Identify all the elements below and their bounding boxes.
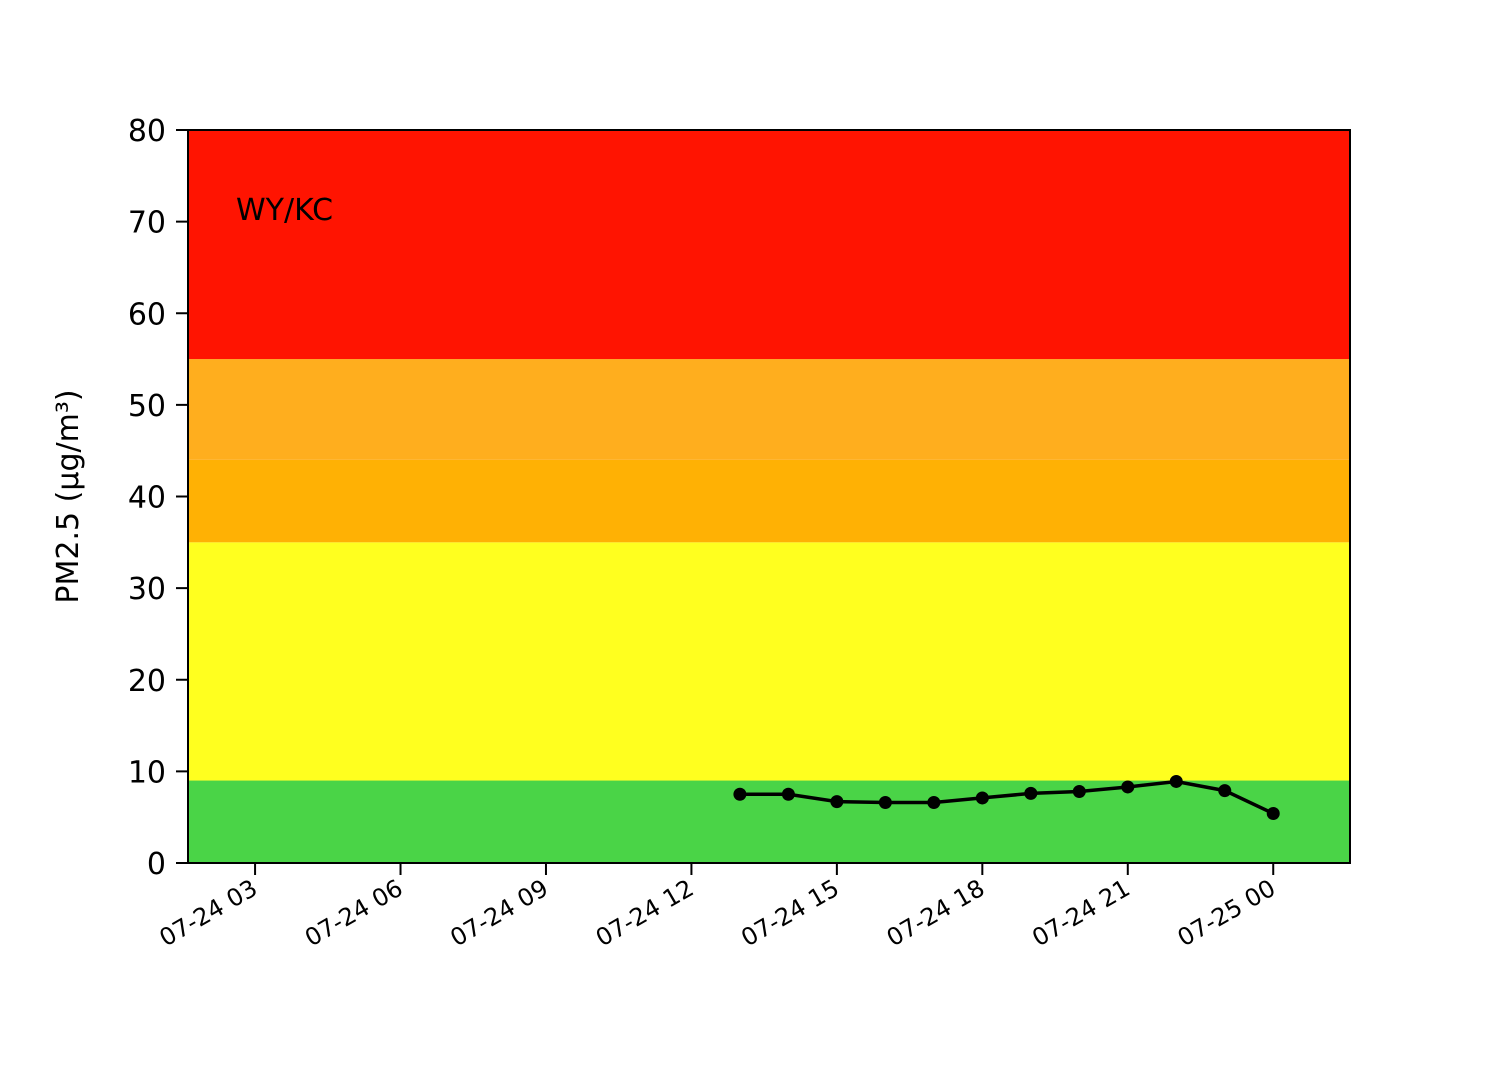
x-tick-label: 07-24 06 [300, 874, 407, 952]
y-axis-label: PM2.5 (µg/m³) [51, 389, 86, 603]
x-tick-label: 07-24 12 [591, 874, 698, 952]
station-annotation: WY/KC [236, 193, 333, 228]
y-tick-label: 50 [128, 389, 166, 424]
series-line-0 [739, 779, 1274, 816]
y-tick-label: 70 [128, 206, 166, 241]
y-axis: 0 10 20 30 40 50 60 70 80 [128, 114, 188, 882]
y-tick-label: 80 [128, 114, 166, 149]
data-point [830, 795, 844, 809]
x-tick-label: 07-24 15 [736, 874, 843, 952]
y-tick-label: 60 [128, 297, 166, 332]
aqi-band-2 [188, 459, 1350, 543]
data-point [1266, 807, 1280, 821]
data-point [927, 796, 941, 810]
data-point [1169, 774, 1183, 788]
y-tick-label: 10 [128, 755, 166, 790]
x-tick-label: 07-25 00 [1173, 874, 1280, 952]
aqi-bands [188, 130, 1350, 863]
data-point [1218, 784, 1232, 798]
y-tick-label: 30 [128, 572, 166, 607]
y-tick-label: 0 [147, 847, 166, 882]
x-tick-label: 07-24 09 [446, 874, 553, 952]
data-point [1121, 780, 1135, 794]
x-tick-label: 07-24 03 [155, 874, 262, 952]
data-point [975, 791, 989, 805]
series-layer [733, 774, 1280, 821]
aqi-band-3 [188, 359, 1350, 460]
aqi-band-1 [188, 542, 1350, 781]
aqi-band-4 [188, 130, 1350, 360]
data-point [781, 787, 795, 801]
data-point [1072, 785, 1086, 799]
data-point [1024, 786, 1038, 800]
data-point [878, 796, 892, 810]
y-tick-label: 20 [128, 664, 166, 699]
x-axis: 07-24 03 07-24 06 07-24 09 07-24 12 07-24 15… [155, 863, 1280, 952]
x-tick-label: 07-24 18 [882, 874, 989, 952]
data-point [733, 787, 747, 801]
y-tick-label: 40 [128, 481, 166, 516]
x-tick-label: 07-24 21 [1027, 874, 1134, 952]
